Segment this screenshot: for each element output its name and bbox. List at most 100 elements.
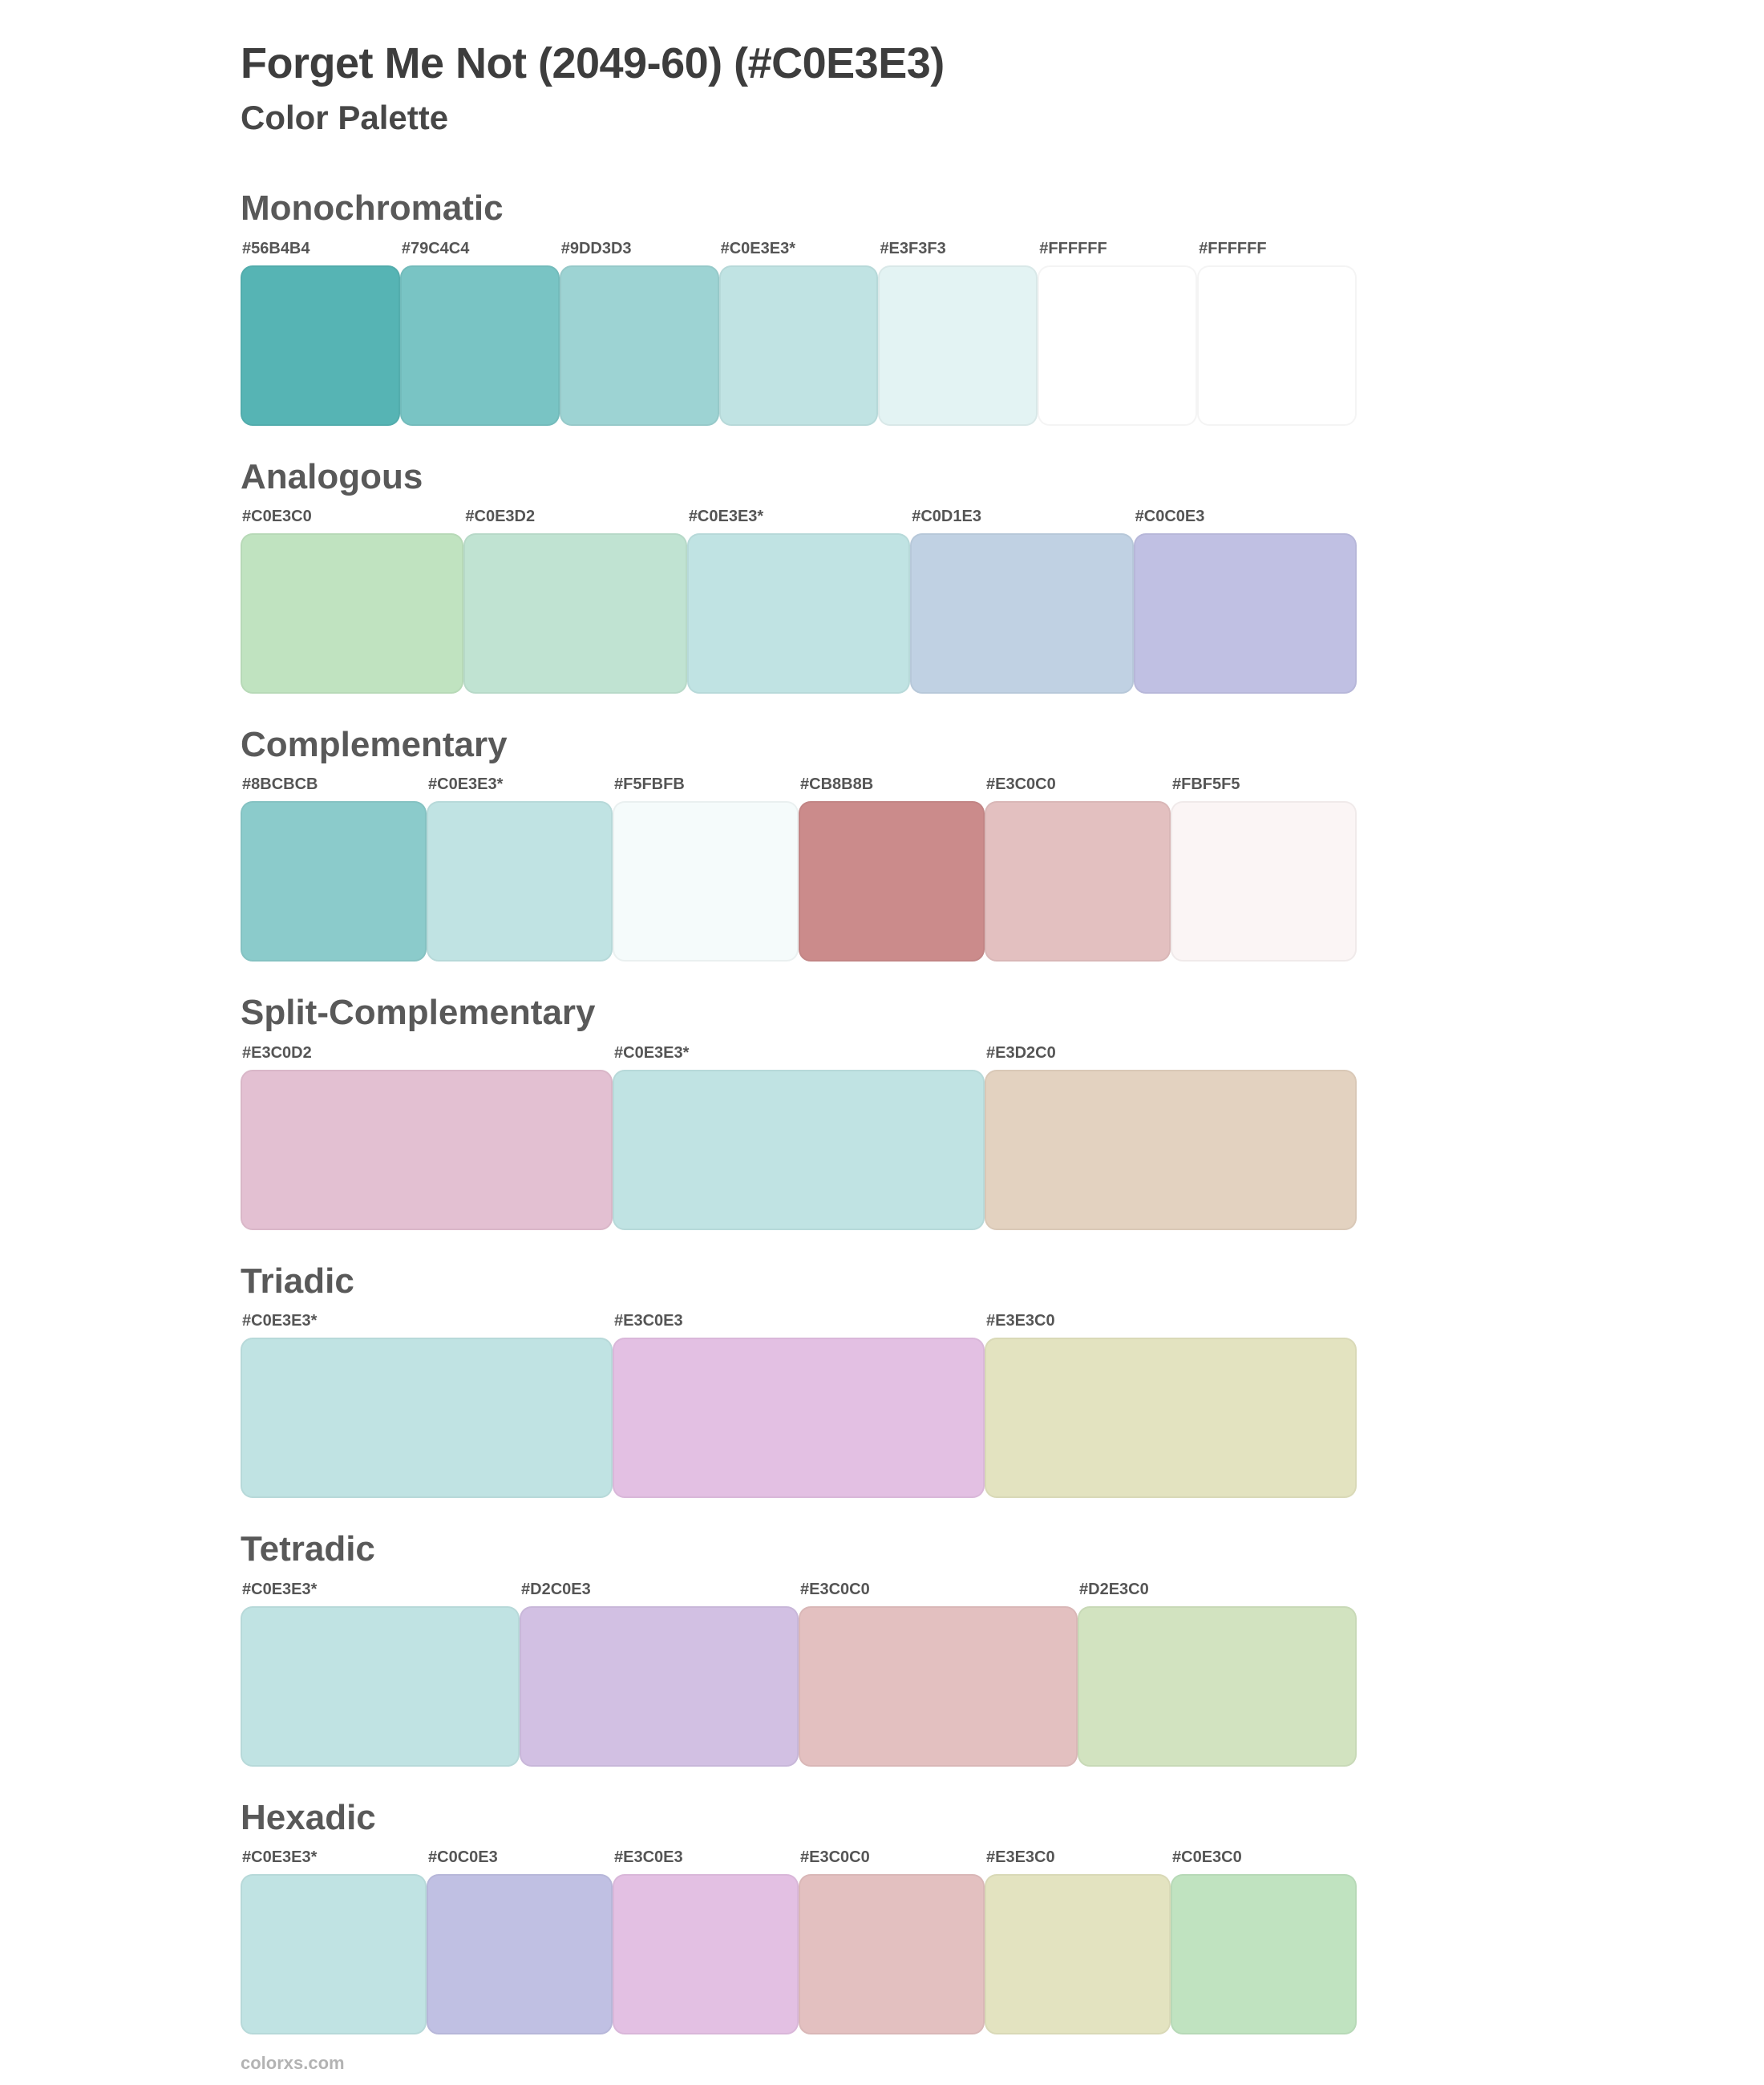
color-swatch[interactable] bbox=[686, 533, 911, 694]
color-swatch[interactable] bbox=[241, 1874, 427, 2035]
swatch: #E3D2C0 bbox=[985, 1044, 1357, 1230]
swatch-hex-label: #E3C0E3 bbox=[614, 1848, 683, 1867]
color-swatch[interactable] bbox=[985, 1069, 1357, 1230]
swatch-hex-label: #C0E3E3* bbox=[614, 1043, 690, 1062]
swatch-hex-label: #C0C0E3 bbox=[428, 1848, 498, 1867]
page-title: Forget Me Not (2049-60) (#C0E3E3) bbox=[241, 39, 945, 87]
section-title: Analogous bbox=[241, 456, 423, 496]
color-swatch[interactable] bbox=[878, 265, 1038, 426]
swatch: #79C4C4 bbox=[399, 239, 560, 426]
swatch-row: #8BCBCB #C0E3E3* #F5FBFB #CB8B8B #E3C0C0… bbox=[241, 775, 1357, 962]
color-swatch[interactable] bbox=[1078, 1605, 1357, 1767]
color-swatch[interactable] bbox=[241, 533, 464, 694]
swatch-hex-label: #C0E3E3* bbox=[720, 239, 795, 257]
swatch: #C0E3E3* bbox=[427, 775, 613, 962]
swatch: #56B4B4 bbox=[241, 240, 400, 426]
swatch-hex-label: #C0E3E3* bbox=[242, 1580, 318, 1598]
swatch: #C0E3E3* bbox=[241, 1581, 520, 1767]
color-swatch[interactable] bbox=[799, 801, 985, 962]
swatch-hex-label: #D2E3C0 bbox=[1079, 1580, 1149, 1598]
swatch: #FFFFFF bbox=[1038, 239, 1198, 426]
color-swatch[interactable] bbox=[613, 1069, 985, 1230]
swatch-hex-label: #E3C0C0 bbox=[986, 775, 1056, 794]
palette-section-split-complementary: Split-Complementary #E3C0D2 #C0E3E3* #E3… bbox=[241, 993, 1764, 1230]
swatch: #C0C0E3 bbox=[1133, 508, 1357, 694]
swatch: #C0E3C0 bbox=[1171, 1848, 1357, 2035]
color-swatch[interactable] bbox=[1133, 533, 1357, 694]
swatch: #E3C0D2 bbox=[241, 1044, 613, 1230]
swatch: #C0E3E3* bbox=[613, 1044, 985, 1230]
swatch: #C0E3C0 bbox=[241, 508, 464, 694]
color-swatch[interactable] bbox=[799, 1874, 985, 2035]
color-swatch[interactable] bbox=[985, 1874, 1171, 2035]
swatch: #C0C0E3 bbox=[427, 1848, 613, 2035]
swatch: #9DD3D3 bbox=[559, 239, 719, 426]
swatch-hex-label: #C0E3E3* bbox=[428, 775, 504, 794]
swatch: #E3C0C0 bbox=[799, 1581, 1078, 1767]
color-swatch[interactable] bbox=[520, 1605, 799, 1767]
page-container: Forget Me Not (2049-60) (#C0E3E3) Color … bbox=[241, 39, 1764, 2035]
color-swatch[interactable] bbox=[1171, 1874, 1357, 2035]
color-swatch[interactable] bbox=[613, 801, 799, 962]
palette-section-triadic: Triadic #C0E3E3* #E3C0E3 #E3E3C0 bbox=[241, 1261, 1764, 1499]
swatch-hex-label: #E3D2C0 bbox=[986, 1043, 1056, 1062]
swatch-hex-label: #FFFFFF bbox=[1039, 239, 1107, 257]
color-swatch[interactable] bbox=[241, 1605, 520, 1767]
swatch: #E3E3C0 bbox=[985, 1848, 1171, 2035]
swatch: #C0E3D2 bbox=[463, 508, 687, 694]
swatch-hex-label: #D2C0E3 bbox=[521, 1580, 591, 1598]
palette-sections: Monochromatic #56B4B4 #79C4C4 #9DD3D3 #C… bbox=[241, 188, 1764, 2035]
swatch: #C0E3E3* bbox=[686, 508, 911, 694]
color-swatch[interactable] bbox=[718, 265, 879, 426]
swatch: #E3C0E3 bbox=[613, 1312, 985, 1499]
color-swatch[interactable] bbox=[985, 1338, 1357, 1499]
color-swatch[interactable] bbox=[427, 1874, 613, 2035]
palette-section-tetradic: Tetradic #C0E3E3* #D2C0E3 #E3C0C0 #D2E3C… bbox=[241, 1529, 1764, 1767]
palette-section-analogous: Analogous #C0E3C0 #C0E3D2 #C0E3E3* #C0D1… bbox=[241, 456, 1764, 694]
swatch-hex-label: #79C4C4 bbox=[401, 239, 470, 257]
section-title: Triadic bbox=[241, 1261, 354, 1301]
color-swatch[interactable] bbox=[910, 533, 1134, 694]
swatch: #C0D1E3 bbox=[910, 508, 1134, 694]
color-swatch[interactable] bbox=[241, 1069, 613, 1230]
color-swatch[interactable] bbox=[613, 1874, 799, 2035]
swatch-hex-label: #E3F3F3 bbox=[880, 239, 946, 257]
swatch: #FFFFFF bbox=[1197, 240, 1357, 426]
swatch: #D2E3C0 bbox=[1078, 1581, 1357, 1767]
color-swatch[interactable] bbox=[1197, 265, 1357, 426]
color-swatch[interactable] bbox=[241, 801, 427, 962]
color-swatch[interactable] bbox=[985, 801, 1171, 962]
swatch-hex-label: #E3C0C0 bbox=[800, 1848, 870, 1867]
swatch: #E3E3C0 bbox=[985, 1312, 1357, 1499]
swatch-hex-label: #56B4B4 bbox=[242, 239, 310, 257]
color-swatch[interactable] bbox=[613, 1338, 985, 1499]
page-subtitle: Color Palette bbox=[241, 99, 449, 137]
section-title: Split-Complementary bbox=[241, 993, 596, 1033]
swatch: #8BCBCB bbox=[241, 775, 427, 962]
swatch-row: #C0E3C0 #C0E3D2 #C0E3E3* #C0D1E3 #C0C0E3 bbox=[241, 508, 1357, 694]
swatch-row: #E3C0D2 #C0E3E3* #E3D2C0 bbox=[241, 1044, 1357, 1230]
color-swatch[interactable] bbox=[1171, 801, 1357, 962]
section-title: Complementary bbox=[241, 725, 508, 765]
swatch: #E3C0C0 bbox=[799, 1848, 985, 2035]
section-title: Tetradic bbox=[241, 1529, 375, 1569]
swatch-hex-label: #FBF5F5 bbox=[1172, 775, 1240, 794]
footer-link[interactable]: colorxs.com bbox=[241, 2053, 345, 2073]
swatch-row: #C0E3E3* #C0C0E3 #E3C0E3 #E3C0C0 #E3E3C0… bbox=[241, 1848, 1357, 2035]
swatch-hex-label: #9DD3D3 bbox=[560, 239, 632, 257]
swatch: #F5FBFB bbox=[613, 775, 799, 962]
swatch-hex-label: #E3C0C0 bbox=[800, 1580, 870, 1598]
color-swatch[interactable] bbox=[427, 801, 613, 962]
color-swatch[interactable] bbox=[241, 1338, 613, 1499]
color-swatch[interactable] bbox=[559, 265, 719, 426]
color-swatch[interactable] bbox=[399, 265, 560, 426]
swatch-hex-label: #CB8B8B bbox=[800, 775, 874, 794]
color-swatch[interactable] bbox=[463, 533, 687, 694]
swatch-hex-label: #E3C0D2 bbox=[242, 1043, 312, 1062]
color-swatch[interactable] bbox=[1038, 265, 1198, 426]
color-swatch[interactable] bbox=[241, 265, 400, 426]
swatch-hex-label: #E3E3C0 bbox=[986, 1848, 1055, 1867]
color-swatch[interactable] bbox=[799, 1605, 1078, 1767]
swatch-row: #C0E3E3* #E3C0E3 #E3E3C0 bbox=[241, 1312, 1357, 1499]
palette-section-complementary: Complementary #8BCBCB #C0E3E3* #F5FBFB #… bbox=[241, 725, 1764, 962]
